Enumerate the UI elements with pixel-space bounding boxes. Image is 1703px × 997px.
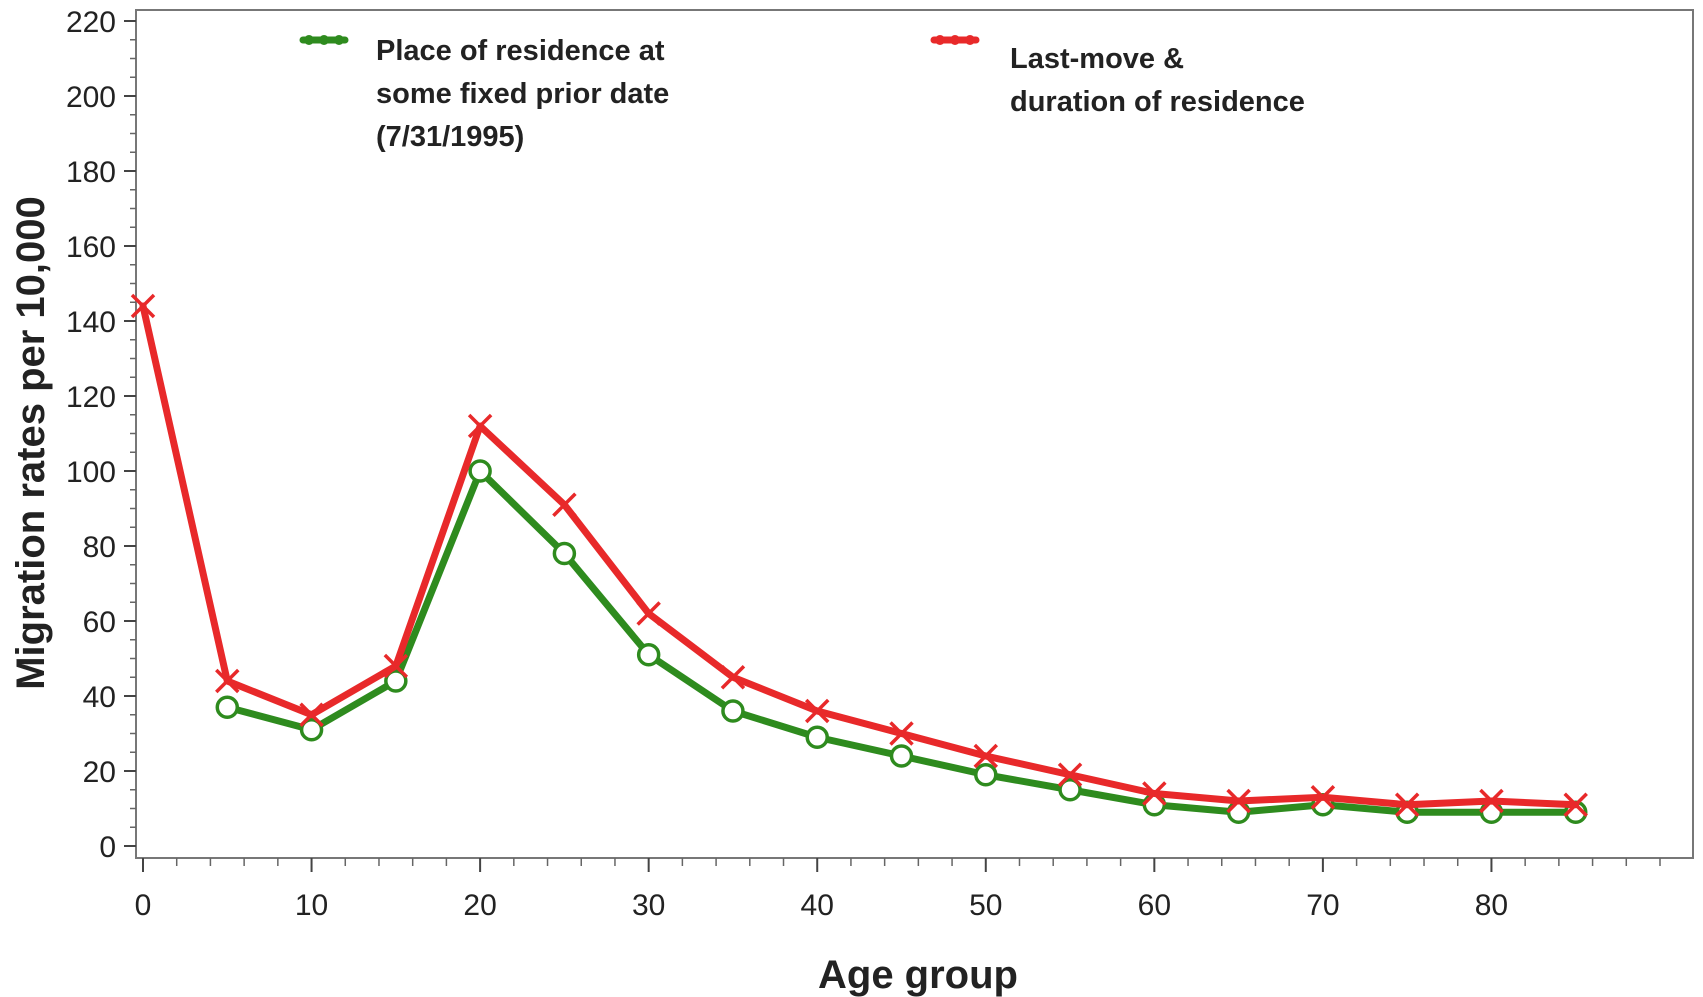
plot-frame (135, 9, 1694, 859)
data-point (1226, 800, 1251, 824)
legend-label: (7/31/1995) (376, 121, 524, 153)
y-tick-label: 220 (66, 6, 116, 39)
data-point (1479, 788, 1504, 814)
data-point (1479, 800, 1504, 824)
legend-label: some fixed prior date (376, 78, 669, 110)
y-tick-label: 100 (66, 456, 116, 489)
data-point (889, 721, 914, 746)
data-point (1142, 781, 1167, 806)
y-tick-label: 120 (66, 381, 116, 414)
data-point (636, 643, 661, 667)
y-tick-label: 40 (83, 681, 116, 714)
data-point (130, 293, 156, 319)
data-point (1058, 778, 1082, 802)
data-point (383, 653, 409, 679)
data-point (1226, 788, 1251, 814)
data-point (721, 699, 745, 723)
legend-marker (950, 35, 960, 45)
y-axis: 0 20 40 60 80 100 120 140 160 180 200 220 (66, 6, 136, 864)
x-tick-label: 60 (1138, 889, 1171, 922)
x-tick-label: 0 (135, 889, 152, 922)
series-line (139, 302, 1580, 809)
data-point (973, 743, 999, 769)
legend-marker (319, 35, 329, 45)
data-point (384, 669, 408, 693)
data-point (215, 695, 240, 719)
legend-marker (304, 35, 314, 45)
x-tick-label: 20 (463, 889, 496, 922)
data-point (468, 459, 492, 483)
data-point (552, 541, 577, 566)
legend: Place of residence at some fixed prior da… (299, 35, 1305, 153)
legend-item-1: Place of residence at some fixed prior da… (299, 35, 669, 153)
series-layer (130, 293, 1588, 824)
legend-item-2: Last-move & duration of residence (930, 35, 1305, 118)
x-axis: 0 10 20 30 40 50 60 70 80 (135, 858, 1661, 922)
y-tick-label: 180 (66, 156, 116, 189)
x-tick-label: 50 (969, 889, 1002, 922)
legend-label: Place of residence at (376, 35, 665, 67)
data-point (974, 763, 998, 787)
data-point (889, 744, 914, 768)
x-tick-label: 30 (632, 889, 665, 922)
data-point (299, 718, 324, 742)
data-point (720, 665, 746, 690)
x-tick-label: 10 (295, 889, 328, 922)
x-tick-label: 80 (1475, 889, 1508, 922)
data-point (1057, 762, 1083, 787)
y-tick-label: 200 (66, 81, 116, 114)
y-tick-label: 140 (66, 306, 116, 339)
y-tick-label: 160 (66, 231, 116, 264)
data-point (1394, 792, 1420, 817)
y-tick-label: 60 (83, 606, 116, 639)
data-point (804, 698, 830, 724)
data-point (215, 668, 240, 694)
data-point (299, 702, 324, 727)
y-tick-label: 20 (83, 756, 116, 789)
data-point (805, 725, 829, 749)
legend-marker (965, 35, 975, 45)
y-axis-title: Migration rates per 10,000 (9, 196, 53, 690)
y-tick-label: 0 (99, 831, 116, 864)
y-tick-label: 80 (83, 531, 116, 564)
legend-label: duration of residence (1010, 86, 1305, 118)
legend-label: Last-move & (1010, 43, 1184, 75)
legend-marker (935, 35, 945, 45)
legend-marker (334, 35, 344, 45)
x-tick-label: 70 (1306, 889, 1339, 922)
data-point (1563, 792, 1588, 817)
data-point (636, 601, 661, 626)
data-point (1310, 785, 1336, 810)
data-point (552, 492, 577, 517)
series-2 (130, 293, 1588, 817)
data-point (467, 413, 493, 439)
x-tick-label: 40 (801, 889, 834, 922)
data-point (1142, 793, 1167, 817)
series-1 (215, 459, 1588, 824)
x-axis-title: Age group (818, 953, 1018, 997)
